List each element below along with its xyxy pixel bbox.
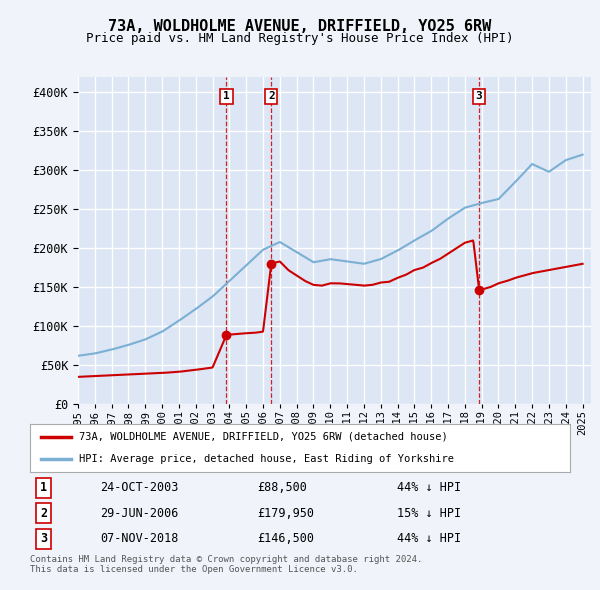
Text: 29-JUN-2006: 29-JUN-2006	[100, 507, 179, 520]
Text: 44% ↓ HPI: 44% ↓ HPI	[397, 481, 461, 494]
Text: £179,950: £179,950	[257, 507, 314, 520]
Text: 2: 2	[268, 91, 275, 101]
Text: 24-OCT-2003: 24-OCT-2003	[100, 481, 179, 494]
Text: Contains HM Land Registry data © Crown copyright and database right 2024.
This d: Contains HM Land Registry data © Crown c…	[30, 555, 422, 574]
Text: 3: 3	[476, 91, 482, 101]
Text: HPI: Average price, detached house, East Riding of Yorkshire: HPI: Average price, detached house, East…	[79, 454, 454, 464]
Text: 15% ↓ HPI: 15% ↓ HPI	[397, 507, 461, 520]
Text: 07-NOV-2018: 07-NOV-2018	[100, 532, 179, 545]
Text: £146,500: £146,500	[257, 532, 314, 545]
Text: 44% ↓ HPI: 44% ↓ HPI	[397, 532, 461, 545]
Text: 1: 1	[223, 91, 230, 101]
Text: 73A, WOLDHOLME AVENUE, DRIFFIELD, YO25 6RW (detached house): 73A, WOLDHOLME AVENUE, DRIFFIELD, YO25 6…	[79, 432, 448, 442]
Text: Price paid vs. HM Land Registry's House Price Index (HPI): Price paid vs. HM Land Registry's House …	[86, 32, 514, 45]
Text: 1: 1	[40, 481, 47, 494]
Text: 2: 2	[40, 507, 47, 520]
Text: 3: 3	[40, 532, 47, 545]
Text: 73A, WOLDHOLME AVENUE, DRIFFIELD, YO25 6RW: 73A, WOLDHOLME AVENUE, DRIFFIELD, YO25 6…	[109, 19, 491, 34]
Text: £88,500: £88,500	[257, 481, 307, 494]
